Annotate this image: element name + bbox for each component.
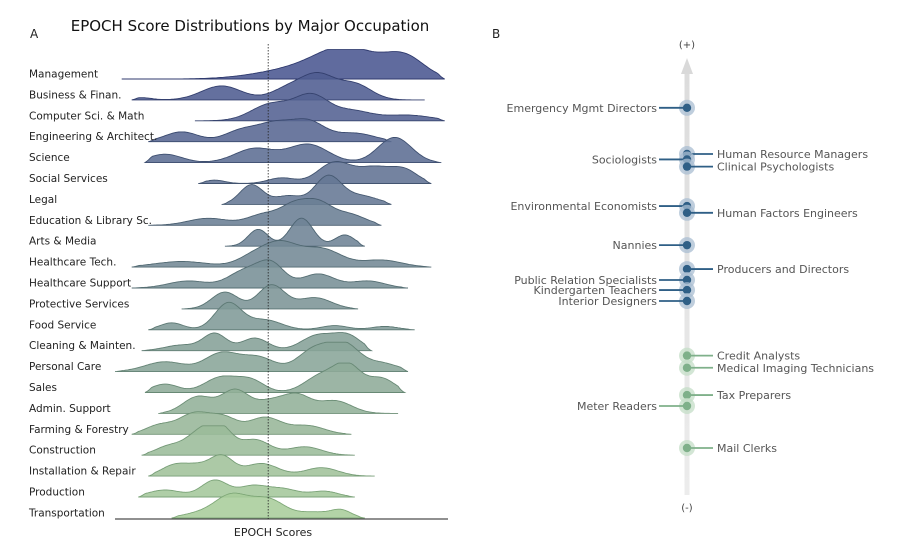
- ridge-healthcare-support: [131, 259, 409, 289]
- ridge-healthcare-tech: [131, 240, 432, 268]
- occupation-label: Credit Analysts: [717, 350, 800, 363]
- category-label: Social Services: [29, 173, 108, 185]
- occupation-label: Public Relation Specialists: [514, 274, 657, 287]
- occupation-point: Mail Clerks: [679, 440, 777, 456]
- category-label: Cleaning & Mainten.: [29, 340, 136, 352]
- bottom-label: (-): [681, 503, 693, 514]
- ridge-business-finan: [131, 72, 425, 101]
- occupation-point: Emergency Mgmt Directors: [507, 99, 695, 116]
- category-label: Food Service: [29, 319, 96, 331]
- ridge-science: [143, 136, 442, 164]
- occupation-point: Kindergarten Teachers: [533, 282, 695, 299]
- category-label: Business & Finan.: [29, 89, 121, 101]
- ridge-admin-support: [158, 388, 399, 414]
- category-label: Protective Services: [29, 298, 129, 310]
- occupation-point: Nannies: [613, 237, 695, 254]
- occupation-point: Tax Preparers: [679, 387, 791, 404]
- category-label: Management: [29, 69, 98, 81]
- occupation-point: Credit Analysts: [679, 347, 800, 364]
- ridgeline-plot: [114, 49, 445, 519]
- occupation-label: Human Resource Managers: [717, 148, 868, 161]
- category-label: Installation & Repair: [29, 466, 136, 478]
- occupation-point: Interior Designers: [558, 293, 695, 309]
- category-label: Healthcare Tech.: [29, 257, 116, 269]
- ridge-legal: [221, 174, 392, 205]
- occupation-label: Nannies: [613, 239, 658, 252]
- ridge-engineering-architect: [148, 118, 392, 143]
- occupation-label: Medical Imaging Technicians: [717, 362, 874, 375]
- occupation-label: Producers and Directors: [717, 263, 849, 276]
- occupation-point: Clinical Psychologists: [679, 158, 834, 175]
- panel-b-letter: B: [492, 27, 500, 41]
- category-label: Computer Sci. & Math: [29, 110, 144, 122]
- ridge-construction: [141, 425, 355, 456]
- occupation-points: Emergency Mgmt Directors Human Resource M…: [507, 99, 874, 456]
- ridge-sales: [144, 362, 407, 393]
- ridge-transportation: [171, 492, 365, 519]
- occupation-label: Kindergarten Teachers: [533, 284, 657, 297]
- ridge-social-services: [198, 161, 432, 184]
- ridge-food-service: [148, 301, 415, 331]
- ridge-installation-repair: [148, 454, 375, 477]
- category-label: Science: [29, 152, 70, 164]
- ridge-education-library-sc: [148, 197, 382, 226]
- occupation-label: Clinical Psychologists: [717, 161, 834, 174]
- occupation-label: Emergency Mgmt Directors: [507, 102, 658, 115]
- top-label: (+): [679, 40, 695, 51]
- occupation-label: Tax Preparers: [716, 389, 791, 402]
- ridge-computer-sci-math: [194, 92, 445, 122]
- occupation-point: Medical Imaging Technicians: [679, 359, 874, 376]
- ridge-arts-media: [224, 217, 365, 247]
- occupation-label: Sociologists: [592, 153, 657, 166]
- occupation-label: Environmental Economists: [510, 200, 657, 213]
- panel-a-letter: A: [30, 27, 39, 41]
- category-label: Transportation: [28, 507, 105, 519]
- x-axis-label: EPOCH Scores: [234, 526, 312, 539]
- category-label: Arts & Media: [29, 236, 97, 248]
- ridge-production: [138, 479, 355, 498]
- occupation-point: Human Factors Engineers: [679, 204, 858, 221]
- ridge-management: [121, 49, 445, 80]
- occupation-point: Meter Readers: [577, 398, 695, 414]
- occupation-label: Human Factors Engineers: [717, 207, 858, 220]
- category-label: Sales: [29, 382, 57, 394]
- category-label: Engineering & Architect.: [29, 131, 157, 143]
- occupation-label: Interior Designers: [558, 295, 657, 308]
- category-label: Admin. Support: [29, 403, 111, 415]
- ridge-farming-forestry: [131, 411, 352, 435]
- category-label: Legal: [29, 194, 57, 206]
- category-label: Farming & Forestry: [29, 424, 129, 436]
- category-label: Construction: [29, 445, 96, 457]
- occupation-point: Human Resource Managers: [679, 146, 868, 162]
- category-label: Personal Care: [29, 361, 101, 373]
- chart-title: EPOCH Score Distributions by Major Occup…: [71, 17, 430, 35]
- arrow-up-icon: [681, 58, 693, 74]
- category-label: Healthcare Support: [29, 278, 131, 290]
- category-label: Production: [29, 487, 85, 499]
- occupation-label: Mail Clerks: [717, 442, 777, 455]
- occupation-point: Environmental Economists: [510, 198, 695, 215]
- category-label: Education & Library Sc.: [29, 215, 152, 227]
- occupation-point: Producers and Directors: [679, 261, 849, 278]
- occupation-label: Meter Readers: [577, 400, 657, 413]
- ridge-personal-care: [114, 341, 409, 373]
- category-labels: Management Business & Finan. Computer Sci.…: [28, 69, 157, 520]
